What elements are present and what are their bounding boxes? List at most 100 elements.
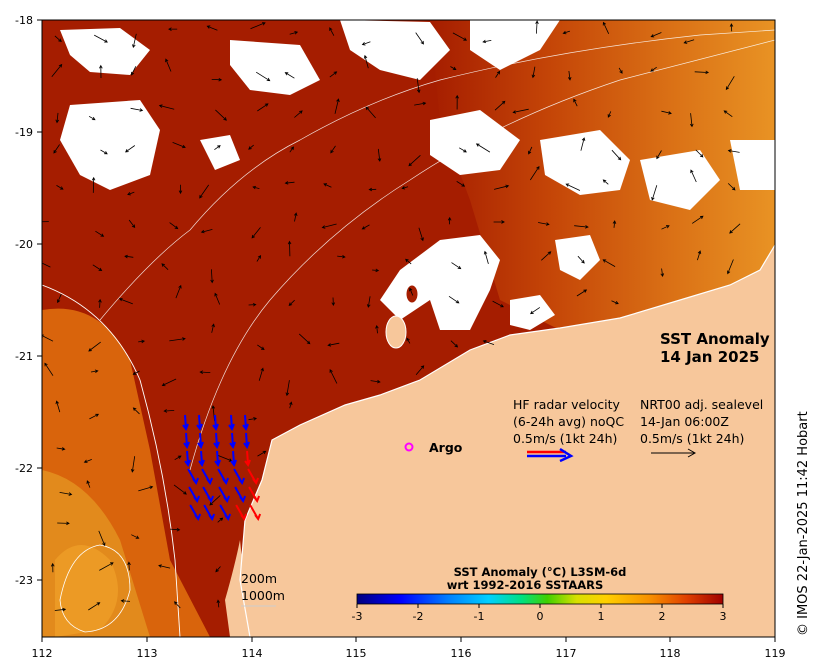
sealevel-velocity-arrow (163, 409, 175, 413)
sealevel-velocity-arrow (59, 492, 73, 496)
sealevel-velocity-arrow (44, 362, 54, 376)
x-tick-113: 113 (137, 647, 158, 660)
x-tick-116: 116 (451, 647, 472, 660)
hf-radar-arrow (197, 432, 204, 450)
sealevel-velocity-arrow (99, 562, 114, 571)
map-date: 14 Jan 2025 (660, 348, 759, 366)
sealevel-velocity-arrow (577, 255, 585, 264)
y-tick-minus21: -21 (15, 350, 33, 363)
sealevel-velocity-arrow (602, 179, 609, 185)
sealevel-velocity-arrow (209, 495, 221, 506)
x-tick-119: 119 (765, 647, 786, 660)
sealevel-velocity-arrow (42, 221, 49, 223)
sealevel-velocity-arrow (409, 287, 414, 296)
sealevel-velocity-arrow (541, 251, 552, 261)
sealevel-velocity-arrow (88, 341, 101, 352)
sealevel-velocity-arrow (132, 370, 140, 375)
sealevel-velocity-arrow (451, 262, 462, 270)
x-tick-112: 112 (32, 647, 53, 660)
sealevel-velocity-arrow (368, 187, 377, 192)
sealevel-velocity-arrow (612, 220, 617, 228)
sealevel-velocity-arrow (580, 137, 586, 151)
sealevel-velocity-arrow (54, 607, 67, 612)
sealevel-velocity-arrow (495, 70, 501, 78)
hf-radar-arrow (202, 486, 215, 504)
sealevel-velocity-arrow (729, 23, 734, 32)
sealevel-velocity-arrow (200, 229, 213, 234)
sealevel-velocity-arrow (418, 227, 424, 242)
sealevel-velocity-arrow (330, 145, 336, 154)
sealevel-velocity-arrow (251, 227, 261, 239)
isobath-1000-label: 1000m (241, 588, 285, 603)
sealevel-velocity-arrow (287, 240, 292, 257)
sealevel-velocity-arrow (158, 104, 175, 110)
sealevel-velocity-arrow (455, 94, 459, 110)
sealevel-velocity-arrow (327, 342, 340, 347)
hf-radar-arrow (187, 468, 200, 486)
hf-radar-arrow (234, 486, 247, 504)
hf-radar-arrow (218, 486, 231, 504)
sealevel-velocity-arrow (124, 254, 134, 259)
sealevel-velocity-arrow (214, 292, 221, 305)
sealevel-velocity-arrow (607, 111, 612, 118)
sealevel-velocity-arrow (375, 324, 379, 334)
hf-radar-arrow (229, 432, 236, 450)
colorbar (356, 593, 724, 605)
sealevel-velocity-arrow (120, 599, 131, 603)
sealevel-velocity-arrow (727, 149, 740, 153)
barrow-island (385, 315, 407, 349)
sealevel-velocity-arrow (697, 250, 702, 261)
hf-radar-arrow (235, 504, 248, 522)
hf-radar-arrow (217, 468, 230, 486)
sealevel-velocity-arrow (214, 145, 221, 151)
hf-radar-arrow (201, 468, 214, 486)
sealevel-velocity-arrow (86, 480, 91, 488)
axis-ticks (37, 19, 776, 642)
sealevel-velocity-arrow (689, 113, 694, 128)
sealevel-velocity-arrow (452, 32, 468, 41)
argo-label: Argo (429, 440, 463, 455)
sealevel-velocity-arrow (483, 250, 489, 265)
sealevel-velocity-arrow (130, 456, 136, 473)
sealevel-velocity-arrow (611, 149, 622, 161)
sealevel-velocity-arrow (691, 215, 704, 224)
sealevel-velocity-arrow (248, 417, 258, 421)
sealevel-velocity-arrow (284, 181, 295, 185)
sealevel-velocity-arrow (565, 183, 581, 191)
sealevel-velocity-arrow (51, 63, 63, 77)
hf-radar-arrow (188, 486, 201, 504)
sealevel-velocity-arrow (456, 181, 466, 187)
hf-radar-arrow (203, 504, 216, 522)
sealevel-velocity-arrow (450, 340, 459, 348)
sealevel-velocity-arrow (366, 296, 371, 308)
sealevel-velocity-arrow (538, 222, 550, 226)
sealevel-velocity-arrow (650, 32, 662, 38)
coastline (239, 244, 775, 637)
sealevel-velocity-arrow (475, 143, 491, 153)
sealevel-velocity-arrow (447, 216, 452, 225)
sealevel-velocity-arrow (199, 184, 210, 199)
sealevel-velocity-arrow (128, 219, 136, 229)
sealevel-velocity-arrow (334, 98, 340, 114)
sealevel-velocity-arrow (88, 602, 101, 611)
isobath-1000m (42, 284, 181, 637)
colorbar-title: SST Anomaly (°C) L3SM-6d (454, 565, 627, 579)
sealevel-velocity-arrow (169, 222, 179, 230)
sealevel-velocity-arrow (56, 447, 66, 451)
sealevel-velocity-arrow (562, 30, 571, 35)
plot-frame (41, 19, 776, 638)
x-tick-114: 114 (242, 647, 263, 660)
sealevel-velocity-arrow (363, 54, 369, 69)
sealevel-velocity-arrow (256, 255, 262, 262)
hf-radar-arrow (182, 414, 189, 432)
isobath-200m (189, 39, 775, 471)
sealevel-velocity-arrow (660, 268, 665, 278)
sealevel-velocity-arrow (492, 300, 504, 308)
sealevel-velocity-arrow (694, 70, 710, 75)
sealevel-velocity-arrow (210, 269, 214, 284)
sealevel-velocity-arrow (172, 142, 186, 149)
sealevel-velocity-arrow (174, 455, 182, 461)
sealevel-velocity-arrow (175, 284, 182, 299)
sealevel-velocity-arrow (298, 333, 311, 345)
sealevel-velocity-arrow (57, 293, 62, 304)
